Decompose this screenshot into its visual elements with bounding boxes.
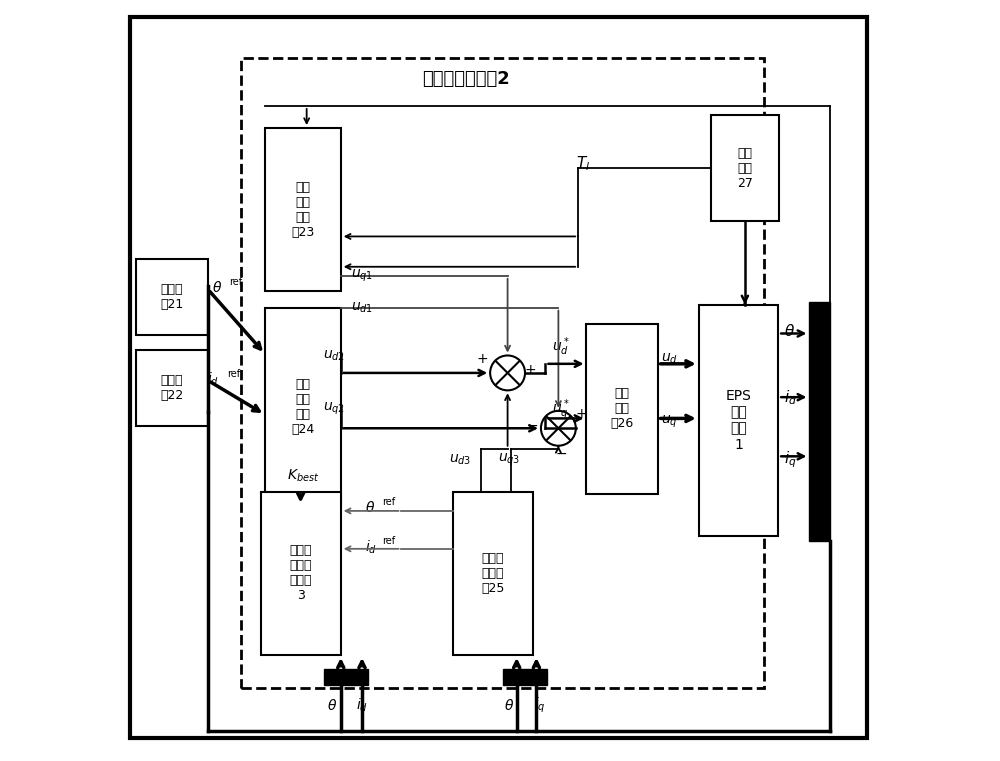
FancyBboxPatch shape: [324, 669, 368, 686]
Text: ref: ref: [229, 277, 242, 287]
Text: ref: ref: [382, 497, 395, 507]
Text: $\theta$: $\theta$: [212, 281, 222, 295]
Text: $-$: $-$: [526, 419, 538, 432]
Text: $u_{d1}$: $u_{d1}$: [351, 301, 373, 315]
Text: $u_q$: $u_q$: [661, 414, 677, 431]
Text: $\theta$: $\theta$: [784, 323, 795, 339]
Text: +: +: [477, 352, 488, 365]
Text: $K_{best}$: $K_{best}$: [287, 468, 319, 484]
Text: $i_q$: $i_q$: [534, 696, 545, 715]
Text: 电流给
定22: 电流给 定22: [160, 374, 184, 402]
Text: 助力
补偿
控制
器23: 助力 补偿 控制 器23: [291, 180, 314, 238]
FancyBboxPatch shape: [130, 17, 867, 738]
Text: 状态
反馈
控制
器24: 状态 反馈 控制 器24: [291, 378, 314, 436]
FancyBboxPatch shape: [711, 115, 779, 221]
Text: $u_{d3}$: $u_{d3}$: [449, 453, 471, 467]
Text: $u_{q2}$: $u_{q2}$: [323, 400, 345, 417]
FancyBboxPatch shape: [261, 492, 341, 655]
Text: +: +: [525, 363, 536, 377]
Text: $i_d$: $i_d$: [356, 696, 368, 714]
Text: $u_q^*$: $u_q^*$: [552, 397, 569, 422]
FancyBboxPatch shape: [265, 308, 341, 505]
Text: 控制器
参数优
化模块
3: 控制器 参数优 化模块 3: [290, 544, 312, 603]
Text: 智能复合控制器2: 智能复合控制器2: [422, 69, 510, 88]
Text: $i_d$: $i_d$: [784, 388, 797, 406]
Text: $u_d$: $u_d$: [661, 352, 678, 367]
Text: $\theta$: $\theta$: [365, 501, 375, 515]
FancyBboxPatch shape: [136, 260, 208, 335]
Text: $i_d$: $i_d$: [365, 539, 377, 556]
Text: $u_{q3}$: $u_{q3}$: [498, 452, 520, 468]
Text: $u_d^*$: $u_d^*$: [552, 335, 569, 358]
FancyBboxPatch shape: [503, 669, 547, 686]
Text: $\theta$: $\theta$: [327, 698, 338, 712]
Text: $i_d$: $i_d$: [207, 371, 219, 388]
Text: $T_l$: $T_l$: [576, 154, 590, 173]
FancyBboxPatch shape: [136, 350, 208, 426]
FancyBboxPatch shape: [265, 128, 341, 291]
FancyBboxPatch shape: [699, 304, 778, 536]
Text: 负载
转矩
27: 负载 转矩 27: [737, 147, 753, 189]
Text: +: +: [575, 407, 587, 421]
FancyBboxPatch shape: [586, 323, 658, 494]
Text: $i_q$: $i_q$: [784, 450, 797, 470]
Text: $\theta$: $\theta$: [504, 698, 514, 712]
Text: $u_{q1}$: $u_{q1}$: [351, 268, 373, 284]
Text: $-$: $-$: [555, 446, 567, 460]
Text: EPS
电机
系统
1: EPS 电机 系统 1: [726, 389, 751, 451]
FancyBboxPatch shape: [453, 492, 533, 655]
Text: ref: ref: [382, 537, 395, 546]
Text: 电压解
耦控制
器25: 电压解 耦控制 器25: [481, 552, 504, 595]
Text: $u_{d2}$: $u_{d2}$: [323, 349, 345, 363]
Text: 角度给
定21: 角度给 定21: [160, 283, 184, 311]
Text: 限压
控制
器26: 限压 控制 器26: [610, 387, 634, 431]
Text: ref: ref: [227, 368, 240, 379]
FancyBboxPatch shape: [809, 302, 830, 541]
